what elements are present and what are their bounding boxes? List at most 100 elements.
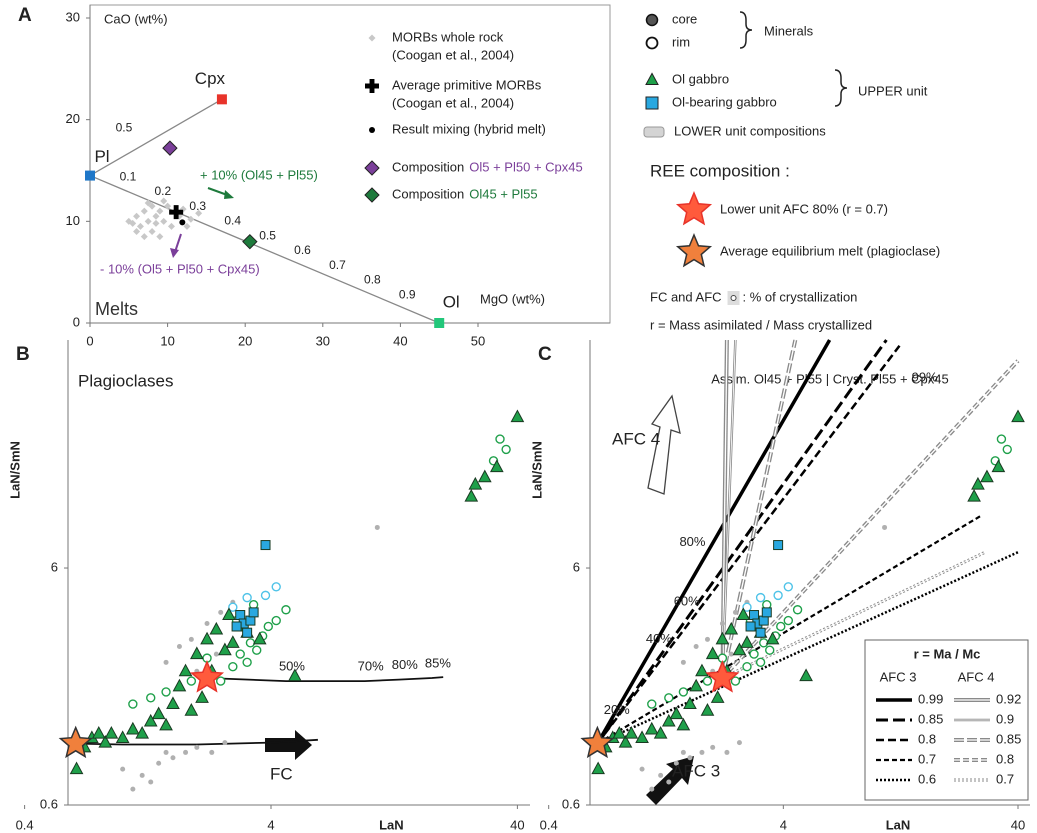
data-point [740, 635, 754, 648]
legend-label: Ol-bearing gabbro [672, 94, 777, 109]
legend-label: 0.85 [918, 711, 943, 726]
data-point [242, 627, 253, 638]
data-point [736, 607, 751, 621]
y-tick-label: 0 [73, 314, 80, 329]
legend-label: Ol gabbro [672, 71, 729, 86]
data-point [653, 726, 668, 739]
data-point [231, 621, 242, 632]
data-point [204, 620, 210, 626]
data-point [635, 730, 649, 744]
data-point [464, 489, 479, 502]
endmember-label: Ol [443, 292, 460, 311]
data-point [129, 219, 137, 227]
data-point [156, 207, 164, 215]
x-tick-label: 10 [160, 333, 174, 348]
data-point [216, 676, 226, 686]
data-point [1011, 409, 1025, 423]
x-tick-label: 4 [267, 817, 274, 832]
arrow-label: AFC 3 [672, 761, 720, 780]
data-point [666, 779, 672, 785]
data-point [166, 696, 180, 710]
data-point [152, 212, 160, 220]
data-point [730, 676, 741, 686]
data-point [98, 734, 113, 748]
star-point [705, 660, 740, 693]
legend-label: 0.8 [918, 731, 936, 746]
legend-group: AFC 4 [958, 669, 995, 684]
legend-marker [675, 191, 713, 226]
data-point [189, 646, 204, 660]
data-point [242, 657, 252, 668]
data-point [163, 659, 169, 665]
percent-label: 20% [604, 702, 630, 717]
legend-label: Average equilibrium melt (plagioclase) [720, 243, 940, 258]
legend-marker [645, 36, 659, 50]
star-point [58, 725, 93, 759]
data-point [209, 621, 224, 635]
afc4-arrow [647, 394, 681, 495]
x-tick-label: 0.4 [540, 817, 558, 832]
legend-composition: Ol5 + Pl50 + Cpx45 [469, 159, 582, 174]
data-point [151, 706, 166, 720]
data-point [618, 734, 633, 748]
data-point [759, 638, 769, 648]
data-point [676, 717, 691, 731]
x-tick-label: 0.4 [16, 817, 34, 832]
data-point [228, 662, 238, 672]
legend-marker [675, 233, 713, 268]
endmember [85, 170, 95, 181]
data-point [732, 609, 738, 615]
data-point [160, 217, 168, 225]
mixing-line [89, 98, 223, 177]
legend-label: Lower unit AFC 80% (r = 0.7) [720, 201, 888, 216]
data-point [882, 524, 888, 530]
data-point [374, 524, 380, 530]
panel-label: B [16, 344, 30, 365]
data-point [162, 140, 178, 156]
panel-label: C [538, 344, 552, 365]
brace [739, 11, 753, 49]
endmember-label: Pl [94, 147, 109, 166]
data-point [148, 228, 156, 235]
data-point [1002, 444, 1012, 455]
data-point [69, 761, 84, 775]
data-point [271, 582, 281, 592]
brace [834, 69, 848, 107]
afc-line [596, 551, 1019, 745]
data-point [159, 717, 173, 731]
afc-line-core [722, 551, 986, 679]
legend-marker [645, 13, 659, 27]
data-point [160, 197, 168, 205]
data-point [736, 740, 742, 746]
data-point [658, 772, 664, 778]
legend-label: Composition [392, 186, 464, 201]
data-point [178, 663, 193, 677]
data-point [288, 668, 302, 682]
data-point [167, 222, 175, 230]
star-point [580, 725, 615, 759]
afc-line-core [721, 339, 736, 679]
data-point [724, 621, 739, 635]
x-tick-label: 30 [316, 333, 330, 348]
fc-label: 50% [279, 659, 305, 674]
panel-label: A [18, 5, 32, 26]
data-point [184, 703, 199, 716]
data-point [235, 610, 246, 621]
data-point [139, 772, 145, 778]
data-point [591, 761, 605, 775]
data-point [710, 744, 716, 750]
data-point [164, 202, 172, 210]
data-point [680, 749, 686, 755]
data-point [783, 615, 794, 626]
data-point [213, 651, 219, 657]
data-point [980, 469, 994, 483]
data-point [136, 222, 144, 230]
mixing-tick-label: 0.3 [189, 199, 206, 213]
data-point [724, 749, 730, 755]
y-tick-label: 30 [66, 9, 80, 24]
data-point [148, 779, 154, 785]
data-point [755, 592, 766, 603]
legend-label: core [672, 11, 697, 26]
legend-label: 0.9 [996, 711, 1014, 726]
